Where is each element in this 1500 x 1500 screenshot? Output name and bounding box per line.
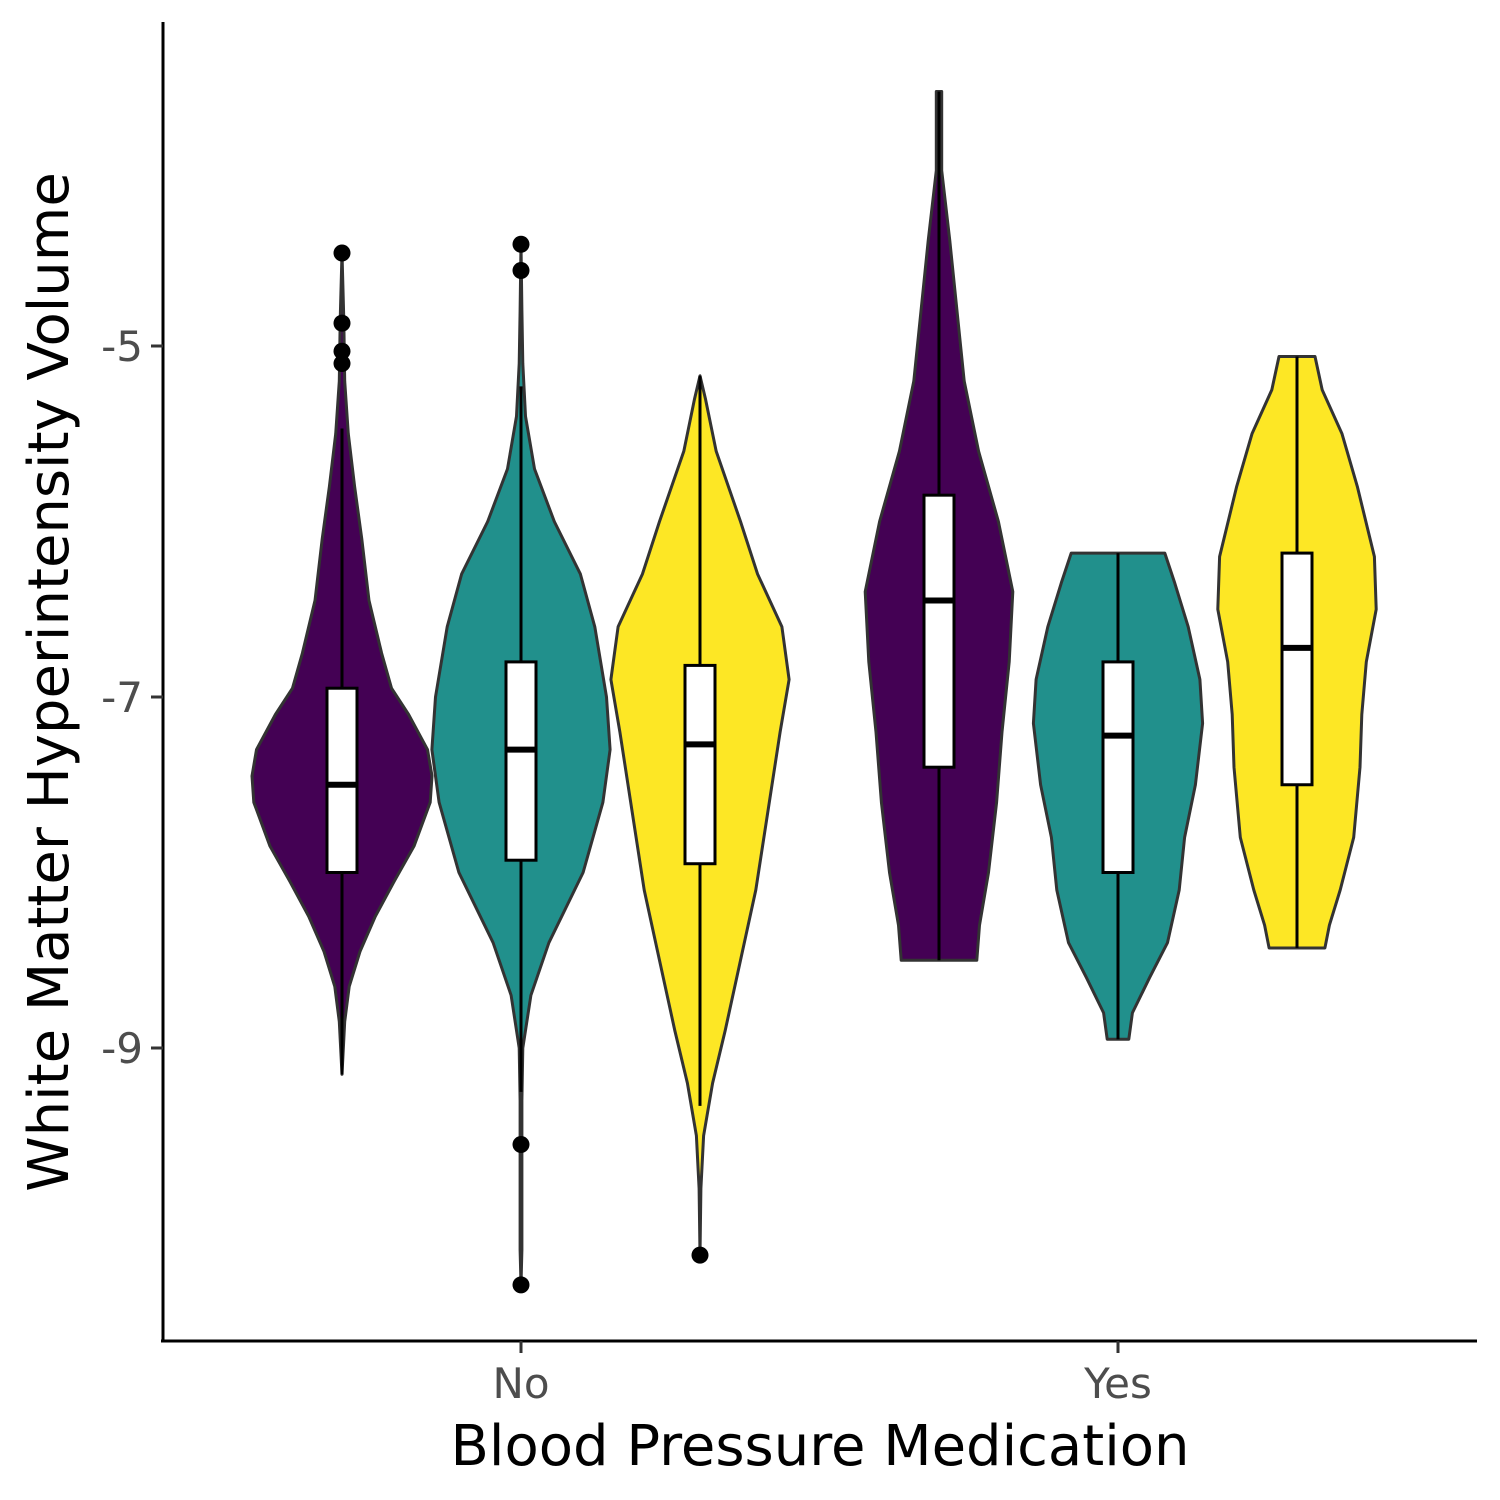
outlier-point [333, 314, 351, 332]
box [922, 493, 956, 769]
outlier-point [691, 1246, 709, 1264]
violin-group-yes-0 [863, 90, 1015, 962]
outlier-point [512, 235, 530, 253]
y-axis-title: White Matter Hyperintensity Volume [17, 172, 82, 1192]
outlier-point [333, 342, 351, 360]
x-tick-label: No [492, 1359, 549, 1408]
outlier-point [333, 244, 351, 262]
violin-group-yes-2 [1216, 355, 1378, 950]
violin-group-no-2 [609, 374, 791, 1264]
y-axis-ticks: -5 -7 -9 [101, 322, 163, 1073]
outlier-point [512, 1136, 530, 1154]
x-axis-ticks: No Yes [492, 1341, 1152, 1408]
y-tick-label: -9 [101, 1024, 143, 1073]
box [683, 663, 717, 866]
box [1280, 551, 1314, 787]
violin-group-no-1 [430, 235, 612, 1294]
box [504, 660, 538, 862]
plot-area [250, 90, 1378, 1294]
x-tick-label: Yes [1083, 1359, 1152, 1408]
x-axis-title: Blood Pressure Medication [450, 1414, 1189, 1479]
y-tick-label: -7 [101, 673, 143, 722]
outlier-point [333, 355, 351, 373]
y-tick-label: -5 [101, 322, 143, 371]
box [325, 686, 359, 874]
violin-group-no-0 [250, 244, 434, 1076]
box [1101, 660, 1135, 875]
outlier-point [512, 262, 530, 280]
outlier-point [512, 1276, 530, 1294]
violin-group-yes-1 [1031, 551, 1205, 1041]
